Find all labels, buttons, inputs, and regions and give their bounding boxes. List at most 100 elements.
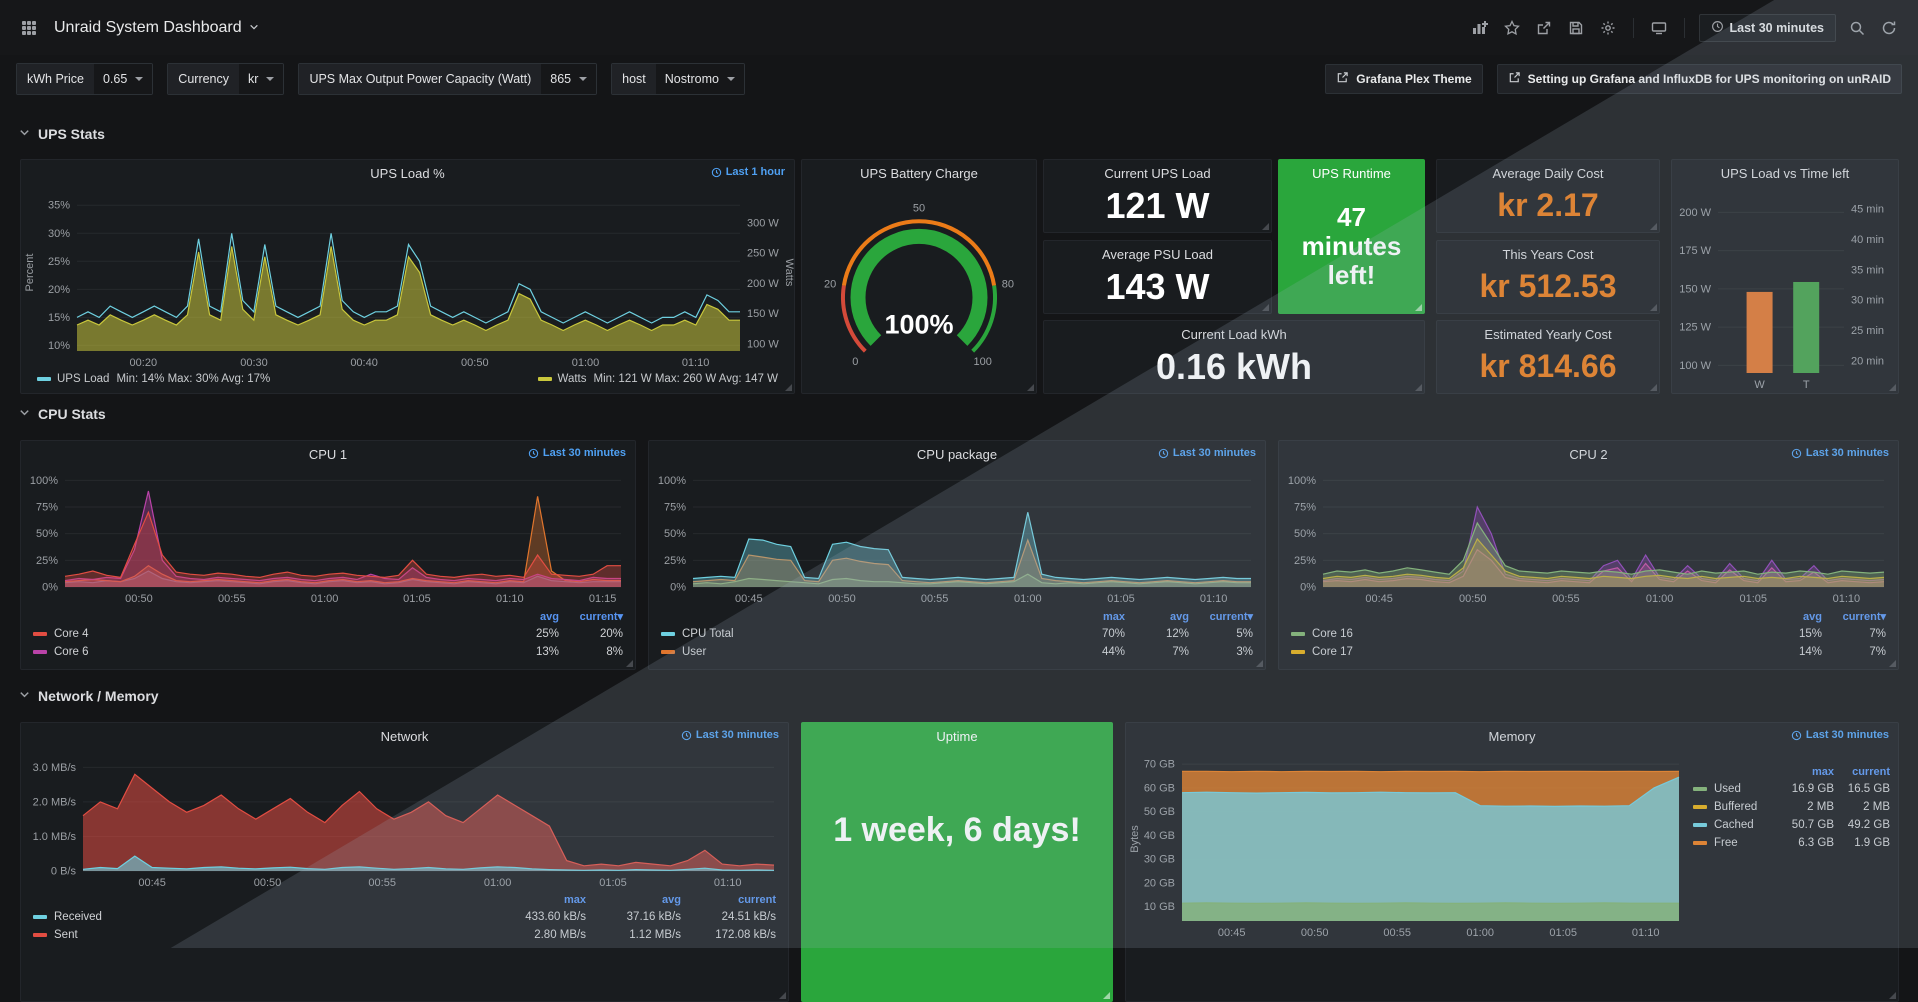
panel-title[interactable]: Current Load kWh: [1181, 326, 1287, 342]
panel-title[interactable]: CPU package Last 30 minutes: [916, 446, 1256, 462]
legend-cell: 37.16 kB/s: [626, 911, 681, 923]
legend-series[interactable]: CPU Total: [661, 626, 1061, 642]
svg-text:300 W: 300 W: [747, 217, 779, 229]
legend-series[interactable]: Buffered: [1693, 799, 1778, 815]
section-ups-stats[interactable]: UPS Stats: [18, 126, 105, 142]
network-legend[interactable]: max avg current Received 433.60 kB/s 37.16 kB…: [21, 891, 788, 952]
ups-load-legend[interactable]: UPS Load Min: 14% Max: 30% Avg: 17% Watts M…: [21, 371, 794, 393]
legend-sort-header[interactable]: current▾: [1209, 611, 1253, 623]
legend-sort-header[interactable]: avg: [662, 894, 681, 906]
legend-sort-header[interactable]: current: [738, 894, 776, 906]
memory-chart[interactable]: 10 GB 20 GB 30 GB 40 GB 50 GB 60 GB 70 GB 00:45…: [1126, 749, 1693, 941]
refresh-icon[interactable]: [1874, 14, 1904, 42]
legend-series[interactable]: Cached: [1693, 817, 1778, 833]
variable-host[interactable]: host Nostromo: [611, 63, 745, 95]
legend-sort-header[interactable]: current: [1852, 766, 1890, 778]
save-icon[interactable]: [1561, 14, 1591, 42]
stat-value: kr 2.17: [1497, 187, 1599, 224]
legend-item[interactable]: Watts Min: 121 W Max: 260 W Avg: 147 W: [537, 373, 778, 385]
cpu-package-legend[interactable]: max avg current▾ CPU Total 70% 12% 5% User 44% 7%…: [649, 607, 1265, 669]
panel-title[interactable]: Current UPS Load: [1104, 165, 1211, 181]
svg-text:45 min: 45 min: [1851, 204, 1884, 216]
cpu1-chart[interactable]: 0% 25% 50% 75% 100% 00:50 00:55 01:00 01:05 01:10…: [21, 467, 635, 607]
panel-title[interactable]: CPU 2 Last 30 minutes: [1569, 446, 1889, 462]
legend-series[interactable]: Core 16: [1291, 626, 1758, 642]
legend-sort-header[interactable]: max: [1102, 610, 1125, 623]
legend-series[interactable]: Core 17: [1291, 644, 1758, 660]
legend-sort-header[interactable]: avg: [1170, 610, 1189, 623]
apps-grid-icon[interactable]: [14, 14, 44, 42]
variable-value[interactable]: Nostromo: [655, 64, 744, 94]
variable-value[interactable]: 865: [541, 64, 597, 94]
panel-title[interactable]: UPS Runtime: [1312, 165, 1391, 181]
svg-text:00:55: 00:55: [1552, 593, 1580, 605]
panel-current-load-kwh: Current Load kWh 0.16 kWh: [1043, 320, 1425, 394]
ups-load-chart[interactable]: 10% 15% 20% 25% 30% 35% 100 W 150 W 200 W 250 W 30…: [21, 186, 794, 371]
variable-label: Currency: [168, 64, 240, 94]
legend-sort-header[interactable]: [1291, 616, 1758, 619]
variable-kwh-price[interactable]: kWh Price 0.65: [16, 63, 154, 95]
variable-value[interactable]: kr: [239, 64, 284, 94]
panel-title[interactable]: Network Last 30 minutes: [380, 728, 779, 744]
panel-title[interactable]: UPS Battery Charge: [860, 165, 978, 181]
add-panel-icon[interactable]: [1465, 14, 1495, 42]
svg-text:75%: 75%: [36, 502, 58, 514]
ups-load-vs-time-chart[interactable]: 100 W 125 W 150 W 175 W 200 W 20 min 25 min 30 …: [1672, 186, 1898, 393]
legend-series[interactable]: Sent: [33, 927, 491, 943]
variable-ups-max-output[interactable]: UPS Max Output Power Capacity (Watt) 865: [298, 63, 598, 95]
link-grafana-influxdb-guide[interactable]: Setting up Grafana and InfluxDB for UPS …: [1496, 64, 1902, 94]
cpu-package-chart[interactable]: 0% 25% 50% 75% 100% 00:45 00:50 00:55 01:00 01:05…: [649, 467, 1265, 607]
legend-sort-header[interactable]: [33, 616, 495, 619]
svg-text:01:00: 01:00: [311, 593, 339, 605]
external-link-icon: [1508, 71, 1521, 87]
legend-item[interactable]: UPS Load Min: 14% Max: 30% Avg: 17%: [37, 373, 270, 385]
variable-currency[interactable]: Currency kr: [167, 63, 285, 95]
legend-series[interactable]: Free: [1693, 835, 1778, 851]
memory-legend[interactable]: max current Used 16.9 GB 16.5 GB Buffered 2 MB…: [1693, 749, 1898, 1001]
legend-series[interactable]: Used: [1693, 781, 1778, 797]
panel-title[interactable]: Average PSU Load: [1101, 246, 1214, 262]
legend-sort-header[interactable]: avg: [540, 610, 559, 623]
legend-sort-header[interactable]: current▾: [579, 611, 623, 623]
panel-uptime: Uptime 1 week, 6 days!: [801, 722, 1113, 1002]
legend-sort-header[interactable]: current▾: [1842, 611, 1886, 623]
legend-series[interactable]: Core 6: [33, 644, 495, 660]
section-cpu-stats[interactable]: CPU Stats: [18, 406, 106, 422]
chevron-down-icon: [726, 77, 735, 81]
share-icon[interactable]: [1529, 14, 1559, 42]
panel-title[interactable]: UPS Load vs Time left: [1720, 165, 1850, 181]
network-chart[interactable]: 0 B/s 1.0 MB/s 2.0 MB/s 3.0 MB/s 00:45 00:50 0…: [21, 749, 788, 891]
legend-sort-header[interactable]: avg: [1803, 610, 1822, 623]
search-zoom-icon[interactable]: [1842, 14, 1872, 42]
time-range-picker[interactable]: Last 30 minutes: [1698, 13, 1836, 42]
legend-sort-header[interactable]: [33, 899, 491, 902]
panel-title[interactable]: CPU 1 Last 30 minutes: [308, 446, 626, 462]
panel-title[interactable]: Estimated Yearly Cost: [1484, 326, 1612, 342]
panel-title[interactable]: Average Daily Cost: [1492, 165, 1604, 181]
cycle-view-tv-icon[interactable]: [1644, 14, 1674, 42]
dashboard-title[interactable]: Unraid System Dashboard: [54, 19, 259, 37]
legend-sort-header[interactable]: [1693, 771, 1778, 774]
panel-title[interactable]: This Years Cost: [1502, 246, 1594, 262]
legend-series[interactable]: User: [661, 644, 1061, 660]
cpu2-chart[interactable]: 0% 25% 50% 75% 100% 00:45 00:50 00:55 01:00 01:05…: [1279, 467, 1898, 607]
settings-gear-icon[interactable]: [1593, 14, 1623, 42]
section-network-memory[interactable]: Network / Memory: [18, 688, 159, 704]
cpu1-legend[interactable]: avg current▾ Core 4 25% 20% Core 6 13% 8%: [21, 607, 635, 669]
panel-title[interactable]: UPS Load % Last 1 hour: [370, 165, 785, 181]
variable-value[interactable]: 0.65: [93, 64, 153, 94]
panel-title[interactable]: Uptime: [936, 728, 978, 744]
legend-sort-header[interactable]: [661, 616, 1061, 619]
link-grafana-plex-theme[interactable]: Grafana Plex Theme: [1325, 64, 1483, 94]
svg-text:200 W: 200 W: [1679, 207, 1711, 219]
legend-sort-header[interactable]: max: [563, 894, 586, 906]
variable-label: UPS Max Output Power Capacity (Watt): [299, 64, 542, 94]
external-link-icon: [1336, 71, 1349, 87]
panel-title[interactable]: Memory Last 30 minutes: [1488, 728, 1889, 744]
cpu2-legend[interactable]: avg current▾ Core 16 15% 7% Core 17 14% 7%: [1279, 607, 1898, 669]
star-icon[interactable]: [1497, 14, 1527, 42]
legend-cell: 5%: [1236, 628, 1253, 640]
legend-series[interactable]: Core 4: [33, 626, 495, 642]
legend-series[interactable]: Received: [33, 909, 491, 925]
legend-sort-header[interactable]: max: [1811, 766, 1834, 778]
